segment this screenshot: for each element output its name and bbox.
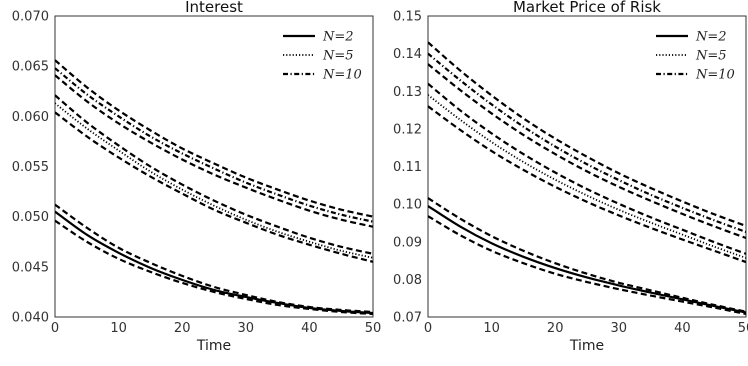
x-tick-label: 10 — [483, 321, 500, 336]
y-tick-label: 0.10 — [393, 198, 422, 213]
series-line-n-10 — [55, 67, 373, 223]
series-line-n-2-lower-band — [55, 219, 373, 316]
y-tick-label: 0.070 — [12, 10, 49, 25]
plot-frame — [427, 15, 747, 318]
y-tick-label: 0.07 — [393, 311, 422, 326]
series-line-n-10-lower-band — [428, 63, 746, 240]
x-tick-label: 50 — [738, 321, 748, 336]
y-tick-label: 0.040 — [12, 311, 49, 326]
panel-interest: Interest 0 10 20 30 40 50 Time 0.040 0.045 0.050 0.… — [12, 0, 381, 354]
legend-label: N=2 — [322, 30, 354, 45]
chart-title: Interest — [185, 0, 243, 16]
series-line-n-2-lower-band — [428, 215, 746, 316]
legend-label: N=5 — [322, 49, 354, 64]
series-line-n-2-upper-band — [55, 203, 373, 314]
series-line-n-5-lower-band — [428, 105, 746, 264]
x-tick-label: 30 — [238, 321, 255, 336]
y-tick-label: 0.15 — [393, 10, 422, 25]
panel-market-price-of-risk: Market Price of Risk 0 10 20 30 40 50 Time 0.07 0… — [393, 0, 748, 354]
x-tick-label: 0 — [51, 321, 59, 336]
series-line-n-5 — [55, 102, 373, 259]
series-line-n-2-upper-band — [428, 197, 746, 313]
legend: N=2 N=5 N=10 — [283, 30, 362, 83]
y-tick-label: 0.045 — [12, 260, 49, 275]
series-line-n-5-upper-band — [55, 94, 373, 255]
y-tick-label: 0.14 — [393, 47, 422, 62]
x-axis-label: Time — [569, 338, 604, 354]
x-tick-label: 40 — [674, 321, 691, 336]
x-tick-label: 20 — [547, 321, 564, 336]
series-line-n-2 — [428, 205, 746, 314]
x-axis-label: Time — [196, 338, 231, 354]
legend-label: N=10 — [322, 68, 362, 83]
series-line-n-2 — [55, 210, 373, 315]
legend-label: N=10 — [695, 68, 735, 83]
series-line-n-10-upper-band — [55, 59, 373, 218]
x-tick-label: 30 — [611, 321, 628, 336]
series-line-n-10-upper-band — [428, 41, 746, 227]
chart-title: Market Price of Risk — [513, 0, 661, 16]
legend-label: N=5 — [695, 49, 727, 64]
y-tick-label: 0.065 — [12, 60, 49, 75]
y-tick-label: 0.11 — [393, 160, 422, 175]
y-tick-label: 0.09 — [393, 235, 422, 250]
x-tick-label: 10 — [110, 321, 127, 336]
y-tick-label: 0.08 — [393, 273, 422, 288]
x-tick-label: 0 — [424, 321, 432, 336]
x-tick-label: 20 — [174, 321, 191, 336]
y-tick-label: 0.055 — [12, 160, 49, 175]
series-line-n-10-lower-band — [55, 74, 373, 228]
x-tick-label: 40 — [301, 321, 318, 336]
series-line-n-5-lower-band — [55, 111, 373, 263]
legend: N=2 N=5 N=10 — [656, 30, 735, 83]
y-tick-label: 0.12 — [393, 122, 422, 137]
series-group — [55, 59, 373, 316]
y-tick-label: 0.13 — [393, 85, 422, 100]
x-tick-label: 50 — [365, 321, 382, 336]
legend-label: N=2 — [695, 30, 727, 45]
series-line-n-10 — [428, 52, 746, 234]
y-tick-label: 0.060 — [12, 110, 49, 125]
series-group — [428, 41, 746, 316]
series-line-n-5-upper-band — [428, 82, 746, 255]
series-line-n-5 — [428, 94, 746, 259]
plot-frame — [54, 15, 374, 318]
y-tick-label: 0.050 — [12, 210, 49, 225]
